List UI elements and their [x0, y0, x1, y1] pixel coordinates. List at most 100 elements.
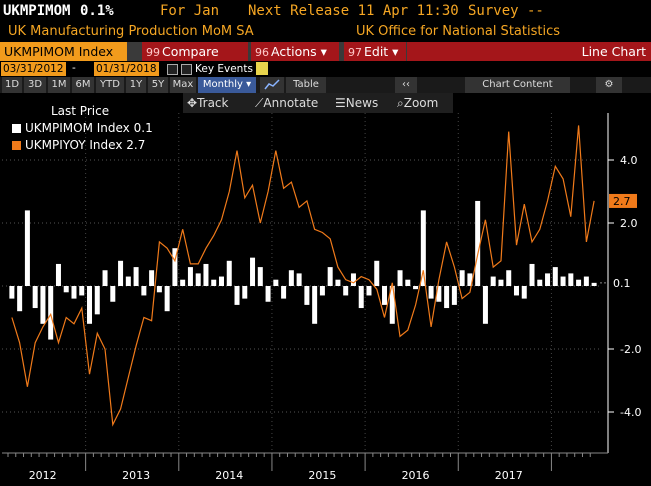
bar	[273, 279, 279, 286]
mom-last-tag-bg	[609, 275, 637, 290]
legend-name-yoy: UKMPIYOY Index	[25, 138, 123, 152]
chart-type-button[interactable]: Line Chart	[407, 42, 651, 61]
table-button[interactable]: Table	[286, 77, 326, 93]
bar	[118, 260, 124, 286]
compare-num: 99	[146, 46, 160, 59]
bar	[444, 286, 450, 309]
bar	[358, 286, 364, 309]
bar	[521, 286, 527, 299]
bar	[366, 286, 372, 296]
index-field[interactable]: UKMPIMOM Index	[0, 42, 127, 61]
bar	[583, 276, 589, 286]
bar	[87, 286, 93, 324]
annotate-button[interactable]: ⟋ Annotate	[255, 93, 318, 113]
bar	[545, 273, 551, 286]
bar	[475, 200, 481, 286]
legend-swatch-mom	[12, 124, 21, 133]
edit-button[interactable]: 97 Edit ▾	[344, 42, 406, 61]
yoy-last-tag: 2.7	[613, 195, 631, 208]
bar	[319, 286, 325, 296]
x-tick-label: 2017	[495, 469, 523, 482]
period-max[interactable]: Max	[170, 77, 196, 93]
news-label: News	[345, 96, 379, 110]
bar	[187, 267, 193, 286]
calendar-checkbox[interactable]	[167, 64, 178, 75]
period-3d[interactable]: 3D	[24, 77, 46, 93]
period-1d[interactable]: 1D	[2, 77, 22, 93]
bar	[94, 286, 100, 315]
bar	[467, 273, 473, 286]
yoy-last-tag-bg	[609, 193, 637, 208]
period-1m[interactable]: 1M	[48, 77, 70, 93]
bar	[48, 286, 54, 340]
bar	[288, 270, 294, 286]
news-button[interactable]: ☰ News	[335, 93, 378, 113]
end-date-field[interactable]: 01/31/2018	[94, 62, 159, 76]
bar	[420, 210, 426, 286]
legend-item-mom: UKMPIMOM Index 0.1	[12, 121, 153, 135]
bar	[257, 267, 263, 286]
bar	[226, 260, 232, 286]
x-tick-label: 2014	[215, 469, 243, 482]
x-tick-label: 2013	[122, 469, 150, 482]
bar	[296, 273, 302, 286]
bar	[374, 260, 380, 286]
period-ytd[interactable]: YTD	[96, 77, 124, 93]
period-1y[interactable]: 1Y	[126, 77, 146, 93]
start-date-field[interactable]: 03/31/2012	[1, 62, 66, 76]
bar	[529, 263, 535, 286]
bar	[71, 286, 77, 299]
period-6m[interactable]: 6M	[72, 77, 94, 93]
compare-button[interactable]: 99 Compare	[142, 42, 248, 61]
bar	[498, 279, 504, 286]
function-toolbar: UKMPIMOM Index 99 Compare 96 Actions ▾ 97 E…	[0, 42, 651, 61]
yoy-line	[11, 125, 595, 427]
price-chart[interactable]: 4.0 2.0 -2.0 -4.0 2.7 0.1 2012 2013 2014 2015 2016…	[0, 113, 651, 486]
frequency-select[interactable]: Monthly ▾	[198, 77, 256, 93]
bar	[102, 270, 108, 286]
edit-events-icon[interactable]	[256, 62, 268, 75]
legend-name-mom: UKMPIMOM Index	[25, 121, 130, 135]
last-value: 0.1%	[80, 3, 114, 19]
chart-axes: 4.0 2.0 -2.0 -4.0 2.7 0.1 2012 2013 2014 2015 2016…	[2, 113, 641, 482]
bar	[133, 267, 139, 286]
y-tick-label: -4.0	[620, 406, 641, 419]
ticker-label: UKMPIMOM	[3, 3, 71, 19]
x-tick-label: 2016	[402, 469, 430, 482]
bar	[141, 286, 147, 296]
x-tick-label: 2012	[29, 469, 57, 482]
bar	[110, 286, 116, 302]
bar	[312, 286, 318, 324]
period-row: 1D 3D 1M 6M YTD 1Y 5Y Max Monthly ▾ Tabl…	[0, 77, 651, 93]
bar	[537, 279, 543, 286]
bar	[149, 270, 155, 286]
bar	[242, 286, 248, 299]
legend-title: Last Price	[51, 104, 110, 118]
track-button[interactable]: ✥ Track	[187, 93, 228, 113]
bar	[250, 257, 256, 286]
actions-button[interactable]: 96 Actions ▾	[251, 42, 339, 61]
bar	[55, 263, 61, 286]
collapse-icon[interactable]: ‹‹	[395, 77, 417, 93]
key-events-checkbox[interactable]	[181, 64, 192, 75]
bar	[576, 279, 582, 286]
zoom-button[interactable]: ⌕ Zoom	[397, 93, 438, 113]
bar	[327, 267, 333, 286]
mom-last-tag: 0.1	[613, 277, 631, 290]
bar	[451, 286, 457, 305]
gear-icon[interactable]: ⚙	[596, 77, 622, 93]
bar	[436, 286, 442, 302]
compare-label: Compare	[162, 44, 219, 59]
date-separator: -	[72, 62, 76, 74]
bar	[506, 270, 512, 286]
bar	[156, 286, 162, 293]
chart-content-button[interactable]: Chart Content	[465, 77, 570, 93]
bar	[125, 276, 131, 286]
bar	[234, 286, 240, 305]
bar	[63, 286, 69, 293]
bar	[397, 270, 403, 286]
bar	[405, 279, 411, 286]
line-chart-icon[interactable]	[260, 77, 284, 93]
period-5y[interactable]: 5Y	[148, 77, 168, 93]
legend-item-yoy: UKMPIYOY Index 2.7	[12, 138, 145, 152]
